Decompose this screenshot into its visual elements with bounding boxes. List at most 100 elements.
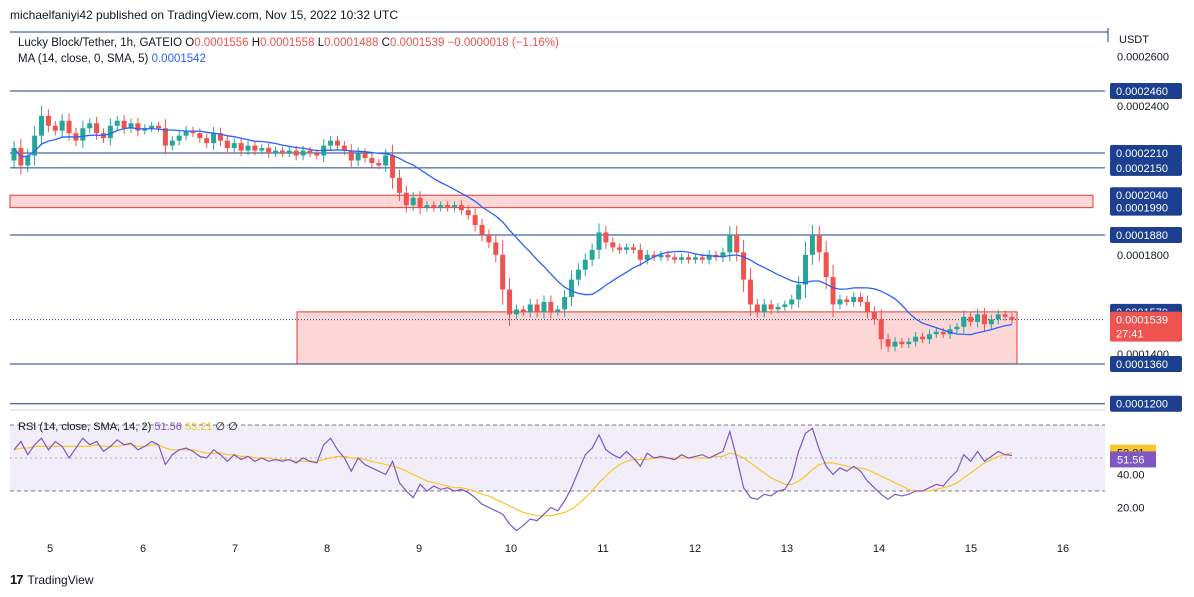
- publisher-line: michaelfaniyi42 published on TradingView…: [10, 8, 399, 22]
- candle: [555, 309, 561, 312]
- candle: [706, 254, 712, 260]
- resistance-zone: [9, 194, 1094, 209]
- x-axis-label: 12: [689, 543, 701, 555]
- ma-value: 0.0001542: [151, 53, 206, 65]
- candle: [355, 153, 361, 161]
- rsi-legend-extra: ∅ ∅: [215, 421, 238, 433]
- candle: [25, 155, 31, 166]
- candle: [796, 284, 802, 300]
- countdown-text: 27:41: [1116, 329, 1144, 341]
- candle: [527, 304, 533, 312]
- x-axis-label: 9: [416, 543, 422, 555]
- candle: [789, 299, 795, 305]
- price-badge-text: 0.0002040: [1116, 190, 1168, 202]
- open-label: O: [185, 37, 195, 49]
- candle: [52, 125, 58, 131]
- candle: [851, 296, 857, 302]
- candle: [114, 120, 120, 126]
- candle: [45, 115, 51, 126]
- rsi-legend: RSI (14, close, SMA, 14, 2) 51.56 53.21 …: [18, 420, 238, 433]
- ma-legend: MA (14, close, 0, SMA, 5) 0.0001542: [18, 53, 206, 65]
- candle: [66, 120, 72, 134]
- candle: [513, 309, 519, 315]
- price-badge: [1110, 226, 1182, 243]
- price-badge: [1110, 356, 1182, 372]
- candle: [871, 311, 877, 320]
- candle: [679, 257, 685, 260]
- candle: [273, 150, 279, 154]
- ma-label[interactable]: MA (14, close, 0, SMA, 5): [18, 53, 149, 65]
- rsi-band: [10, 425, 1105, 491]
- ma-line: [13, 127, 1013, 336]
- candle: [961, 316, 967, 327]
- rsi-axis-label: 20.00: [1117, 503, 1145, 515]
- price-badge-text: 0.0001200: [1116, 399, 1168, 411]
- change-value: −0.0000018 (−1.16%): [447, 37, 559, 49]
- x-axis-label: 5: [47, 543, 53, 555]
- candle: [617, 247, 623, 250]
- candle: [32, 135, 38, 156]
- low-label: L: [317, 37, 325, 49]
- price-badge-text: 0.0001990: [1116, 203, 1168, 215]
- candle: [156, 125, 162, 129]
- candle: [417, 197, 423, 208]
- candle: [920, 336, 926, 340]
- candle: [858, 296, 864, 302]
- candle: [135, 123, 141, 131]
- symbol-legend: Lucky Block/Tether, 1h, GATEIO O0.000155…: [18, 37, 559, 49]
- candle: [479, 225, 485, 235]
- candle: [383, 155, 389, 166]
- candle: [878, 319, 884, 340]
- y-axis-label: 0.0001800: [1117, 250, 1169, 262]
- price-badge-text: 0.0001360: [1116, 359, 1168, 371]
- price-badge: [1110, 145, 1182, 162]
- candle: [486, 234, 492, 243]
- candle: [224, 140, 230, 149]
- candle: [121, 120, 127, 129]
- candle: [809, 234, 815, 255]
- candle: [341, 145, 347, 151]
- candle: [252, 145, 258, 151]
- candle: [314, 153, 320, 156]
- candle: [410, 197, 416, 206]
- candle: [933, 331, 939, 335]
- candle: [204, 138, 210, 144]
- footer-brand[interactable]: TradingView: [27, 572, 94, 587]
- currency-label[interactable]: USDT: [1119, 34, 1149, 46]
- candle: [981, 314, 987, 325]
- price-badge-text: 0.0002210: [1116, 148, 1168, 160]
- x-axis-label: 15: [965, 543, 977, 555]
- candle: [376, 162, 382, 166]
- rsi-label[interactable]: RSI (14, close, SMA, 14, 2): [18, 421, 152, 433]
- candle: [926, 334, 932, 340]
- tradingview-logo-icon: 17: [10, 572, 24, 587]
- support-zone: [296, 311, 1018, 365]
- candle: [651, 254, 657, 258]
- candle: [582, 259, 588, 270]
- low-value: 0.0001488: [324, 37, 379, 49]
- candle: [754, 304, 760, 312]
- candle: [864, 301, 870, 312]
- candle: [672, 257, 678, 260]
- last-price-text: 0.0001539: [1116, 315, 1168, 327]
- candle: [844, 299, 850, 302]
- candle: [80, 128, 86, 141]
- last-price-badge: [1110, 311, 1182, 342]
- symbol-name[interactable]: Lucky Block/Tether, 1h, GATEIO: [18, 37, 183, 49]
- candle: [727, 234, 733, 253]
- x-axis-label: 6: [140, 543, 146, 555]
- candle: [768, 304, 774, 310]
- close-value: 0.0001539: [389, 37, 445, 49]
- candle: [403, 192, 409, 206]
- candle: [149, 125, 155, 129]
- candle: [637, 249, 643, 260]
- candle: [837, 299, 843, 305]
- candle: [348, 150, 354, 161]
- candle: [293, 150, 299, 156]
- candle: [630, 247, 636, 250]
- candle: [520, 309, 526, 312]
- candle: [162, 128, 168, 146]
- open-value: 0.0001556: [194, 37, 249, 49]
- candle: [885, 339, 891, 347]
